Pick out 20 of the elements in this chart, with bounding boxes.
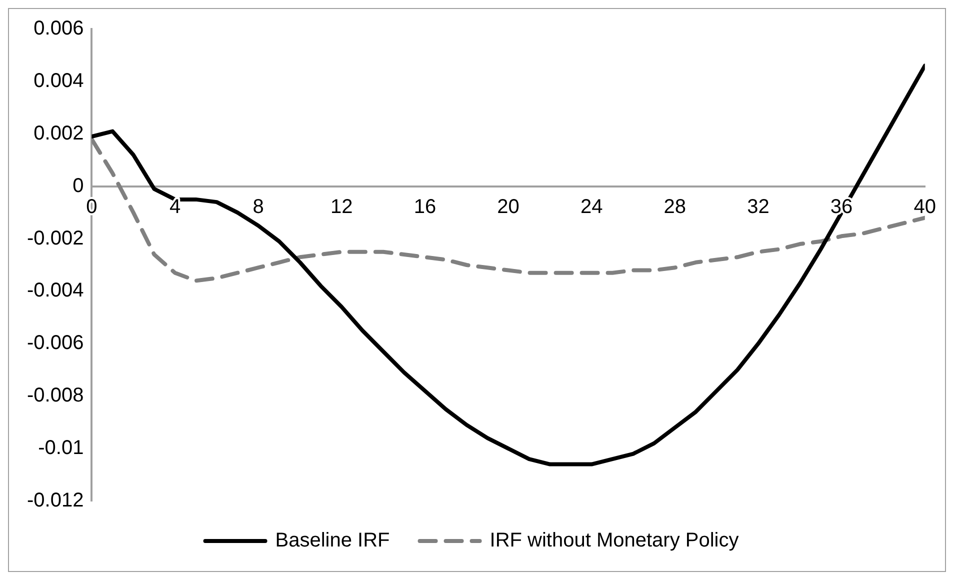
x-tick-label: 20 (497, 196, 520, 218)
y-tick-label: -0.008 (26, 384, 84, 407)
x-tick-label: 16 (414, 196, 436, 218)
x-tick-label: 40 (914, 196, 936, 218)
x-tick-label: 8 (252, 196, 264, 218)
x-tick-label: 24 (580, 196, 603, 218)
y-tick-label: 0.006 (34, 18, 84, 40)
y-tick-label: -0.006 (26, 332, 84, 354)
y-tick-label: 0.002 (34, 122, 84, 144)
x-tick-label: 32 (747, 196, 770, 218)
y-tick-label: -0.002 (26, 227, 84, 250)
y-tick-label: 0 (72, 174, 84, 197)
y-tick-label: 0.004 (34, 70, 84, 92)
y-tick-label: -0.01 (38, 437, 84, 460)
y-tick-label: -0.004 (26, 280, 84, 302)
x-tick-label: 12 (330, 196, 353, 218)
legend-label: Baseline IRF (275, 530, 390, 552)
x-tick-label: 28 (664, 196, 686, 218)
y-tick-label: -0.012 (26, 490, 84, 512)
legend-label: IRF without Monetary Policy (490, 530, 739, 552)
